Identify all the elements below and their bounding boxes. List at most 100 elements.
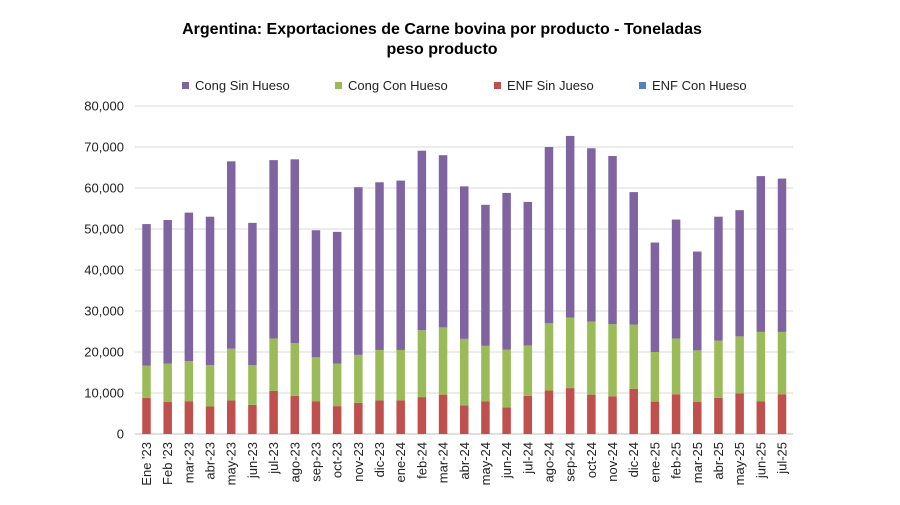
bar-enf-sin-jueso bbox=[544, 390, 554, 434]
x-tick-label: nov-24 bbox=[605, 442, 620, 482]
bar-cong-sin-hueso bbox=[354, 187, 363, 355]
bar-cong-sin-hueso bbox=[269, 160, 278, 339]
x-tick-label: jul-24 bbox=[520, 442, 535, 475]
bar-cong-con-hueso bbox=[523, 345, 533, 396]
bar-cong-con-hueso bbox=[396, 349, 405, 401]
bar-cong-con-hueso bbox=[375, 349, 384, 401]
bar-enf-sin-jueso bbox=[608, 396, 617, 434]
bar-enf-sin-jueso bbox=[671, 394, 681, 434]
x-tick-label: ene-25 bbox=[647, 442, 662, 482]
x-tick-label: jul-25 bbox=[775, 442, 790, 475]
bar-cong-sin-hueso bbox=[608, 156, 617, 325]
bar-cong-con-hueso bbox=[226, 348, 236, 401]
bar-cong-con-hueso bbox=[354, 354, 363, 403]
legend-item-enf-con-hueso: ENF Con Hueso bbox=[639, 78, 747, 93]
bar-cong-sin-hueso bbox=[290, 159, 300, 343]
bar-cong-sin-hueso bbox=[629, 192, 638, 325]
x-tick-label: mar-25 bbox=[690, 442, 705, 483]
bar-cong-sin-hueso bbox=[587, 148, 596, 322]
x-tick-label: mar-23 bbox=[181, 442, 196, 483]
bar-cong-sin-hueso bbox=[311, 230, 321, 358]
bar-enf-sin-jueso bbox=[184, 401, 194, 434]
legend-label: Cong Con Hueso bbox=[348, 78, 448, 93]
bar-cong-sin-hueso bbox=[502, 192, 511, 350]
bar-cong-con-hueso bbox=[777, 331, 787, 395]
bar-enf-sin-jueso bbox=[417, 397, 427, 434]
bar-enf-sin-jueso bbox=[777, 394, 787, 434]
legend-label: Cong Sin Hueso bbox=[195, 78, 290, 93]
bar-enf-sin-jueso bbox=[565, 388, 575, 434]
legend-label: ENF Con Hueso bbox=[652, 78, 747, 93]
x-tick-label: feb-24 bbox=[414, 442, 429, 479]
bar-cong-sin-hueso bbox=[417, 150, 427, 331]
bar-cong-sin-hueso bbox=[226, 161, 236, 349]
bar-enf-sin-jueso bbox=[481, 401, 490, 434]
bar-cong-sin-hueso bbox=[163, 219, 172, 364]
legend: Cong Sin Hueso Cong Con Hueso ENF Sin Ju… bbox=[0, 78, 900, 96]
x-tick-label: jun-24 bbox=[499, 442, 514, 479]
bar-cong-sin-hueso bbox=[714, 216, 723, 341]
y-tick-label: 60,000 bbox=[84, 181, 124, 196]
bar-cong-con-hueso bbox=[650, 352, 660, 402]
x-tick-label: dic-24 bbox=[626, 442, 641, 477]
bar-enf-sin-jueso bbox=[587, 394, 596, 434]
bar-cong-sin-hueso bbox=[396, 180, 405, 350]
bar-cong-con-hueso bbox=[332, 363, 342, 407]
bar-cong-con-hueso bbox=[142, 365, 151, 398]
x-tick-label: ene-24 bbox=[393, 442, 408, 482]
y-tick-label: 20,000 bbox=[84, 345, 124, 360]
x-tick-label: mar-24 bbox=[436, 442, 451, 483]
x-tick-label: abr-25 bbox=[711, 442, 726, 480]
legend-swatch bbox=[182, 82, 189, 89]
bar-cong-con-hueso bbox=[481, 345, 490, 402]
y-tick-label: 80,000 bbox=[84, 99, 124, 114]
bar-cong-sin-hueso bbox=[142, 224, 151, 366]
bar-cong-sin-hueso bbox=[565, 135, 575, 318]
x-tick-label: oct-24 bbox=[584, 442, 599, 478]
bar-cong-con-hueso bbox=[205, 365, 215, 407]
bar-enf-sin-jueso bbox=[502, 407, 511, 434]
bar-cong-con-hueso bbox=[735, 336, 744, 394]
bar-cong-con-hueso bbox=[502, 349, 511, 408]
bar-enf-sin-jueso bbox=[269, 390, 278, 434]
x-tick-label: ago-23 bbox=[287, 442, 302, 482]
chart-title: Argentina: Exportaciones de Carne bovina… bbox=[0, 20, 884, 60]
bar-enf-sin-jueso bbox=[290, 395, 300, 434]
legend-swatch bbox=[639, 82, 646, 89]
bar-cong-sin-hueso bbox=[671, 219, 681, 339]
bar-enf-sin-jueso bbox=[438, 394, 448, 434]
y-tick-label: 70,000 bbox=[84, 140, 124, 155]
legend-item-cong-sin-hueso: Cong Sin Hueso bbox=[182, 78, 290, 93]
x-tick-label: abr-23 bbox=[203, 442, 218, 480]
bar-cong-con-hueso bbox=[311, 357, 321, 402]
x-tick-label: oct-23 bbox=[330, 442, 345, 478]
bar-cong-sin-hueso bbox=[460, 186, 469, 339]
bar-cong-con-hueso bbox=[756, 331, 766, 402]
bar-enf-sin-jueso bbox=[142, 397, 151, 434]
legend-item-enf-sin-jueso: ENF Sin Jueso bbox=[494, 78, 594, 93]
bar-enf-sin-jueso bbox=[311, 401, 321, 434]
bar-cong-sin-hueso bbox=[248, 222, 257, 366]
bar-enf-sin-jueso bbox=[629, 388, 638, 434]
bar-cong-sin-hueso bbox=[332, 231, 342, 364]
bar-cong-con-hueso bbox=[290, 342, 300, 396]
legend-swatch bbox=[494, 82, 501, 89]
bar-cong-sin-hueso bbox=[523, 201, 533, 346]
bar-enf-sin-jueso bbox=[332, 406, 342, 434]
bar-enf-sin-jueso bbox=[523, 395, 533, 434]
x-tick-label: dic-23 bbox=[372, 442, 387, 477]
bar-cong-sin-hueso bbox=[650, 242, 660, 352]
x-tick-label: may-23 bbox=[224, 442, 239, 485]
bar-enf-sin-jueso bbox=[396, 400, 405, 434]
bar-cong-sin-hueso bbox=[777, 178, 787, 332]
bar-enf-sin-jueso bbox=[205, 406, 215, 434]
y-tick-label: 40,000 bbox=[84, 263, 124, 278]
bar-cong-con-hueso bbox=[460, 338, 469, 406]
y-tick-label: 30,000 bbox=[84, 304, 124, 319]
bar-enf-sin-jueso bbox=[650, 401, 660, 434]
bar-cong-con-hueso bbox=[248, 365, 257, 405]
bar-cong-con-hueso bbox=[163, 363, 172, 403]
bar-enf-sin-jueso bbox=[163, 402, 172, 434]
bar-enf-sin-jueso bbox=[714, 397, 723, 434]
x-tick-label: jul-23 bbox=[266, 442, 281, 475]
